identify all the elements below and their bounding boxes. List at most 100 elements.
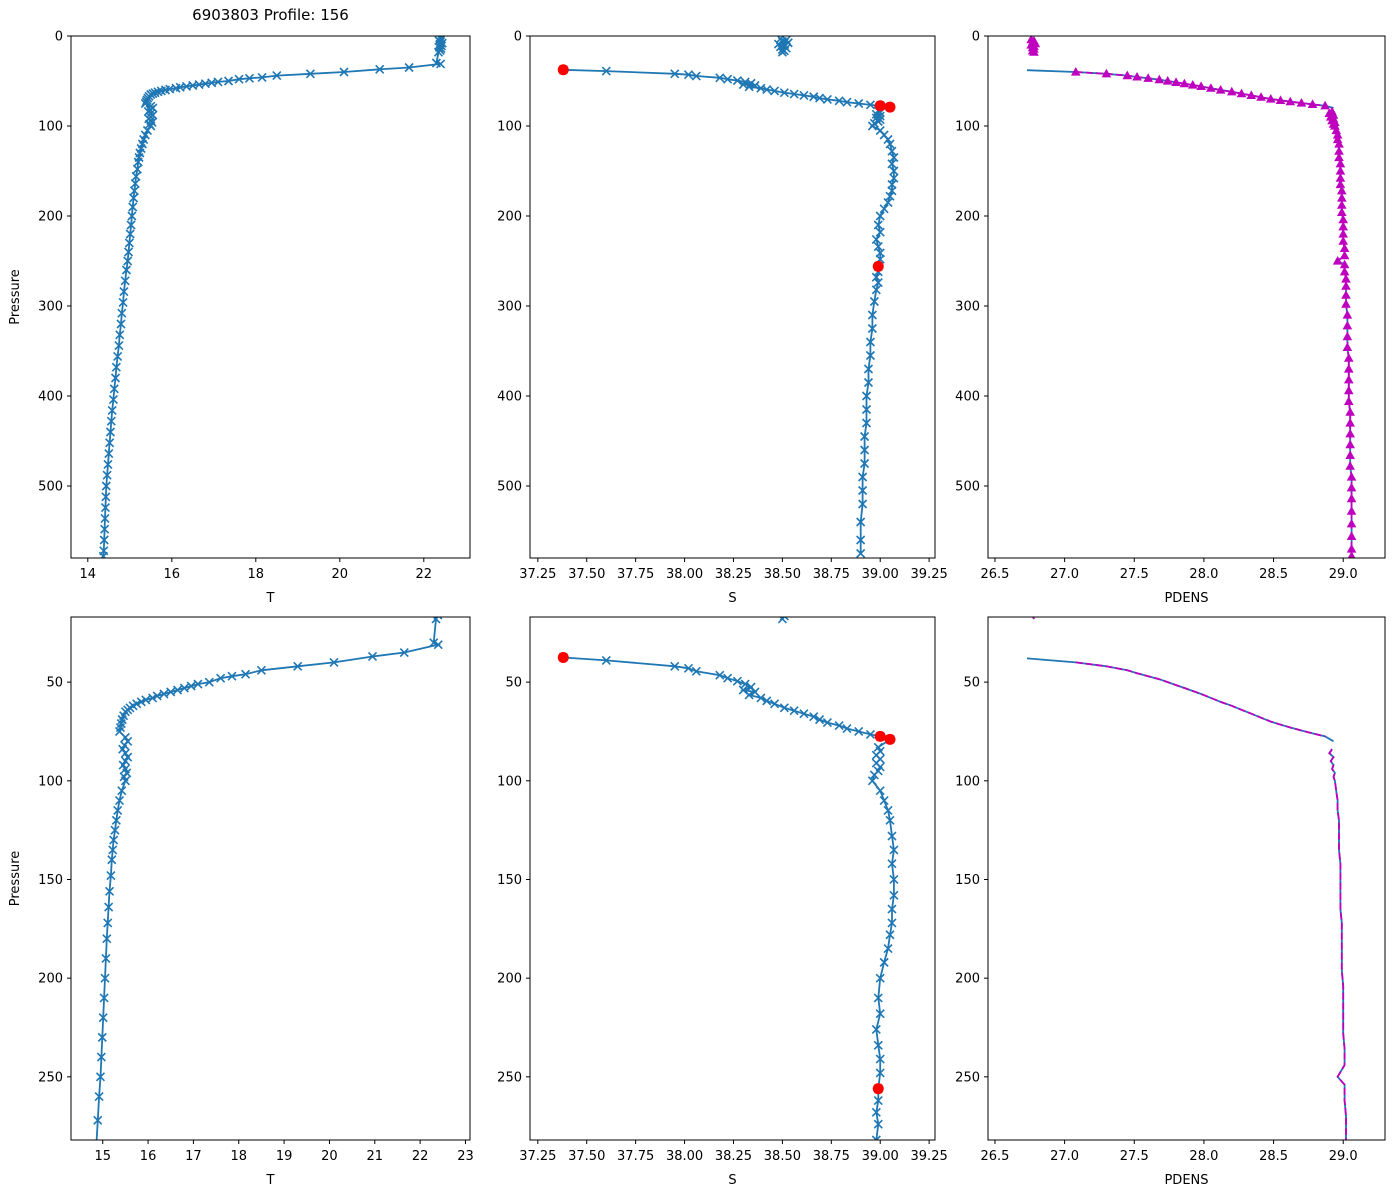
x-marker (601, 655, 611, 665)
x-marker (107, 855, 117, 865)
x-tick-label: 38.25 (715, 567, 752, 582)
x-marker (683, 70, 694, 80)
x-marker (875, 1068, 885, 1078)
x-marker (769, 86, 780, 96)
triangle-marker (1335, 158, 1346, 168)
S-line (563, 617, 895, 1140)
S_flagged-markers (557, 651, 896, 1095)
x-marker (104, 902, 114, 912)
y-axis: 0 100 200 300 400 500 (955, 30, 988, 495)
triangle-marker (1347, 551, 1356, 558)
y-tick-label: 150 (955, 873, 980, 888)
triangle-marker (1122, 70, 1133, 80)
x-marker (854, 98, 864, 109)
subplot-pdens-full: 26.5 27.0 27.5 28.0 28.5 29.0 0 100 200 300 400 500… (955, 30, 1386, 606)
x-marker (107, 405, 117, 415)
x-marker (875, 227, 885, 237)
x-marker (889, 845, 899, 855)
x-tick-label: 22 (412, 1149, 429, 1164)
x-marker (100, 524, 110, 534)
x-marker (887, 918, 897, 928)
x-marker (875, 211, 885, 221)
x-marker (776, 603, 784, 611)
triangle-marker (1332, 256, 1343, 265)
triangle-marker (1132, 71, 1142, 81)
triangle-marker (1335, 179, 1346, 189)
triangle-marker (1154, 74, 1165, 84)
x-marker (889, 173, 899, 183)
x-tick-label: 14 (80, 567, 97, 582)
x-marker (769, 699, 780, 709)
T-markers (92, 583, 443, 1140)
x-marker (434, 592, 442, 600)
y-axis: 0 100 200 300 400 500 (38, 30, 71, 495)
x-tick-label: 21 (367, 1149, 384, 1164)
x-marker (114, 795, 125, 806)
x-marker (867, 121, 877, 131)
triangle-marker (1338, 229, 1349, 238)
subplot-salinity-zoom: 37.25 37.50 37.75 38.00 38.25 38.50 38.75 39.00… (497, 597, 948, 1188)
x-marker (873, 220, 883, 230)
subplot-pdens-zoom: 26.5 27.0 27.5 28.0 28.5 29.0 50 100 150 200 250 PD… (955, 616, 1386, 1188)
y-tick-label: 500 (955, 480, 980, 495)
x-marker (871, 1135, 881, 1140)
x-marker (887, 904, 897, 914)
axes-frame (987, 616, 1386, 1141)
x-tick-label: 26.5 (980, 1149, 1009, 1164)
x-marker (435, 586, 443, 594)
x-marker (159, 689, 169, 699)
x-marker (433, 583, 441, 591)
x-marker (136, 697, 146, 707)
x-marker (858, 485, 868, 496)
x-tick-label: 37.25 (519, 567, 556, 582)
x-marker (179, 683, 189, 693)
y-tick-label: 300 (497, 300, 522, 315)
x-marker (132, 164, 142, 174)
x-marker (780, 600, 788, 608)
y-tick-label: 100 (955, 774, 980, 789)
x-tick-label: 27.0 (1050, 567, 1079, 582)
x-marker (856, 548, 866, 558)
x-marker (762, 84, 772, 95)
x-marker (883, 943, 893, 954)
x-marker (142, 125, 153, 136)
x-marker (153, 87, 163, 97)
x-marker (875, 973, 885, 983)
x-marker (889, 890, 899, 900)
x-marker (100, 503, 111, 513)
flagged-point (884, 101, 896, 113)
x-marker (762, 696, 772, 706)
x-marker (433, 640, 443, 650)
x-marker (774, 597, 782, 605)
triangle-marker (1339, 243, 1350, 252)
y-tick-label: 300 (38, 300, 63, 315)
x-marker (854, 726, 864, 737)
triangle-marker (1179, 78, 1190, 88)
x-marker (873, 1040, 883, 1050)
axes-frame (529, 35, 936, 559)
x-marker (127, 211, 137, 221)
y-axis-label: Pressure (8, 851, 23, 907)
y-tick-label: 150 (38, 873, 63, 888)
x-marker (756, 693, 766, 703)
x-marker (858, 472, 868, 482)
y-tick-label: 500 (497, 480, 522, 495)
flagged-point (872, 260, 884, 272)
flagged-point (884, 733, 896, 745)
x-marker (873, 993, 883, 1003)
y-tick-label: 50 (963, 676, 980, 691)
triangle-marker (1345, 461, 1355, 470)
x-marker (122, 768, 132, 778)
x-marker (670, 661, 680, 671)
x-marker (873, 1095, 883, 1106)
x-marker (842, 723, 852, 734)
triangle-marker (1285, 96, 1296, 106)
x-marker (131, 171, 141, 181)
x-marker (834, 720, 844, 731)
figure-title: 6903803 Profile: 156 (192, 6, 349, 24)
y-axis-label: Pressure (8, 269, 23, 325)
x-marker (670, 69, 680, 79)
y-tick-label: 400 (497, 390, 522, 405)
x-marker (94, 1092, 104, 1102)
